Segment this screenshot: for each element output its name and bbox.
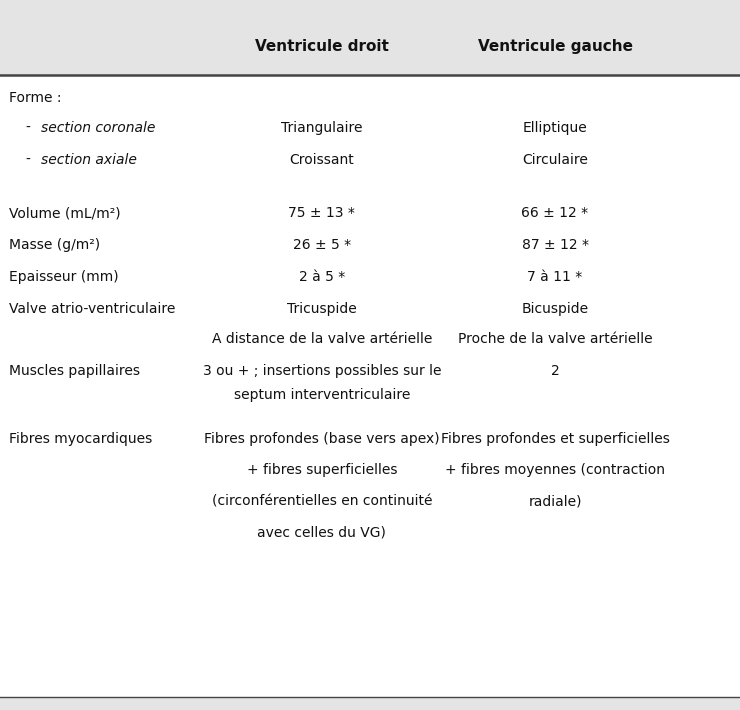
Text: Masse (g/m²): Masse (g/m²) bbox=[9, 238, 100, 252]
Text: 3 ou + ; insertions possibles sur le: 3 ou + ; insertions possibles sur le bbox=[203, 364, 441, 378]
Text: Ventricule droit: Ventricule droit bbox=[255, 38, 388, 54]
Text: + fibres superficielles: + fibres superficielles bbox=[246, 463, 397, 477]
Text: section axiale: section axiale bbox=[41, 153, 137, 167]
Bar bbox=[0, 75, 740, 697]
Text: section coronale: section coronale bbox=[41, 121, 155, 135]
Text: Elliptique: Elliptique bbox=[522, 121, 588, 135]
Text: Epaisseur (mm): Epaisseur (mm) bbox=[9, 270, 118, 284]
Text: + fibres moyennes (contraction: + fibres moyennes (contraction bbox=[445, 463, 665, 477]
Text: Croissant: Croissant bbox=[289, 153, 354, 167]
Text: avec celles du VG): avec celles du VG) bbox=[258, 525, 386, 540]
Text: 87 ± 12 *: 87 ± 12 * bbox=[522, 238, 588, 252]
Text: Fibres profondes (base vers apex): Fibres profondes (base vers apex) bbox=[204, 432, 440, 446]
Text: Tricuspide: Tricuspide bbox=[287, 302, 357, 316]
Text: 2 à 5 *: 2 à 5 * bbox=[299, 270, 345, 284]
Text: Fibres profondes et superficielles: Fibres profondes et superficielles bbox=[440, 432, 670, 446]
Text: Volume (mL/m²): Volume (mL/m²) bbox=[9, 206, 121, 220]
Text: radiale): radiale) bbox=[528, 494, 582, 508]
Text: Forme :: Forme : bbox=[9, 91, 61, 105]
Text: 7 à 11 *: 7 à 11 * bbox=[528, 270, 582, 284]
Text: (circonférentielles en continuité: (circonférentielles en continuité bbox=[212, 494, 432, 508]
Text: Ventricule gauche: Ventricule gauche bbox=[477, 38, 633, 54]
Text: 26 ± 5 *: 26 ± 5 * bbox=[293, 238, 351, 252]
Text: 75 ± 13 *: 75 ± 13 * bbox=[289, 206, 355, 220]
Text: -: - bbox=[26, 121, 30, 135]
Text: Muscles papillaires: Muscles papillaires bbox=[9, 364, 140, 378]
Text: Proche de la valve artérielle: Proche de la valve artérielle bbox=[457, 332, 653, 346]
Text: septum interventriculaire: septum interventriculaire bbox=[234, 388, 410, 403]
Text: Fibres myocardiques: Fibres myocardiques bbox=[9, 432, 152, 446]
Text: -: - bbox=[26, 153, 30, 167]
Text: Triangulaire: Triangulaire bbox=[281, 121, 363, 135]
Text: Valve atrio-ventriculaire: Valve atrio-ventriculaire bbox=[9, 302, 175, 316]
Text: 2: 2 bbox=[551, 364, 559, 378]
Text: 66 ± 12 *: 66 ± 12 * bbox=[522, 206, 588, 220]
Text: Circulaire: Circulaire bbox=[522, 153, 588, 167]
Text: Bicuspide: Bicuspide bbox=[522, 302, 588, 316]
Text: A distance de la valve artérielle: A distance de la valve artérielle bbox=[212, 332, 432, 346]
